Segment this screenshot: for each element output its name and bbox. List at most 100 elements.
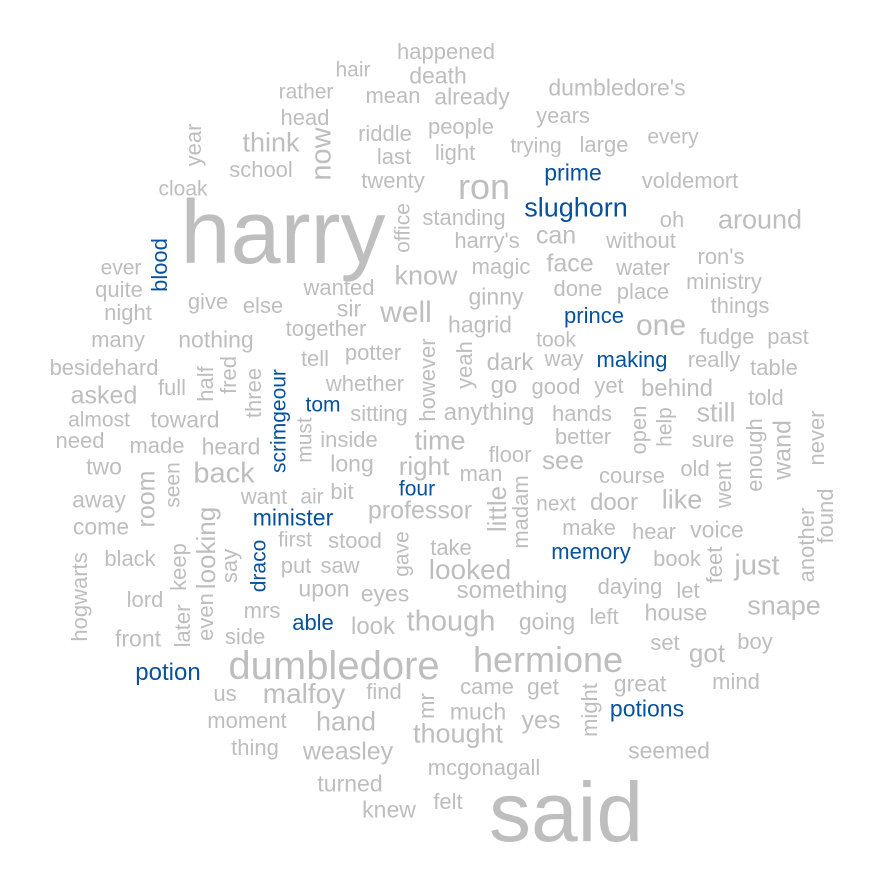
word-done: done xyxy=(553,276,603,301)
word-lord: lord xyxy=(126,587,164,612)
word-asked: asked xyxy=(70,381,138,410)
word-looked: looked xyxy=(428,554,512,585)
word-mean: mean xyxy=(365,83,421,108)
word-many: many xyxy=(91,327,145,352)
word-wand: wand xyxy=(768,420,797,480)
word-still: still xyxy=(696,397,736,428)
word-happened: happened xyxy=(397,39,495,64)
word-large: large xyxy=(579,132,629,157)
word-looking: looking xyxy=(191,506,221,590)
word-prince: prince xyxy=(564,303,624,328)
word-daying: daying xyxy=(597,574,663,599)
word-now: now xyxy=(305,127,338,181)
word-nothing: nothing xyxy=(178,326,254,353)
word-memory: memory xyxy=(551,539,631,564)
word-set: set xyxy=(650,630,680,655)
word-help: help xyxy=(653,407,677,447)
word-air: air xyxy=(300,485,324,509)
word-already: already xyxy=(434,83,510,110)
word-ministry: ministry xyxy=(686,269,762,294)
word-harrys: harry's xyxy=(454,228,520,253)
word-boy: boy xyxy=(737,629,773,654)
word-yet: yet xyxy=(594,373,624,398)
word-trying: trying xyxy=(510,134,562,158)
word-heard: heard xyxy=(201,433,261,460)
word-things: things xyxy=(710,293,770,318)
word-old: old xyxy=(680,456,710,481)
word-oh: oh xyxy=(659,207,685,232)
word-whether: whether xyxy=(325,371,405,396)
word-potions: potions xyxy=(609,695,685,722)
word-just: just xyxy=(734,549,780,582)
word-going: going xyxy=(518,608,576,635)
word-right: right xyxy=(398,451,450,481)
word-front: front xyxy=(114,625,162,652)
word-standing: standing xyxy=(422,205,506,230)
word-ron: ron xyxy=(457,166,511,207)
word-around: around xyxy=(717,204,803,235)
word-rather: rather xyxy=(278,80,334,104)
word-half: half xyxy=(193,366,218,402)
word-turned: turned xyxy=(317,770,383,797)
word-almost: almost xyxy=(68,408,130,432)
word-gave: gave xyxy=(390,531,414,577)
word-making: making xyxy=(596,347,668,372)
word-rons: ron's xyxy=(697,244,745,269)
word-yes: yes xyxy=(521,706,561,735)
word-yeah: yeah xyxy=(452,341,477,389)
word-every: every xyxy=(647,125,699,149)
word-four: four xyxy=(398,477,436,501)
word-madam: madam xyxy=(508,475,533,549)
word-look: look xyxy=(350,613,396,640)
word-minister: minister xyxy=(252,504,334,531)
word-might: might xyxy=(577,683,602,737)
word-went: went xyxy=(711,461,736,509)
word-past: past xyxy=(767,324,809,349)
word-draco: draco xyxy=(247,539,271,593)
word-thing: thing xyxy=(231,735,279,760)
word-get: get xyxy=(527,673,559,700)
word-riddle: riddle xyxy=(358,121,412,146)
word-even: even xyxy=(193,593,218,641)
word-really: really xyxy=(687,347,741,372)
word-professor: professor xyxy=(367,496,473,525)
word-us: us xyxy=(213,681,237,706)
word-hand: hand xyxy=(315,706,377,737)
word-light: light xyxy=(434,140,476,165)
word-place: place xyxy=(616,279,670,304)
word-go: go xyxy=(490,372,518,399)
word-people: people xyxy=(427,114,495,139)
word-ginny: ginny xyxy=(468,283,524,310)
word-office: office xyxy=(391,203,415,253)
word-face: face xyxy=(546,249,594,278)
word-come: come xyxy=(72,513,130,540)
word-weasley: weasley xyxy=(302,737,394,766)
word-made: made xyxy=(129,433,185,458)
word-little: little xyxy=(482,485,512,533)
word-open: open xyxy=(626,405,651,455)
word-able: able xyxy=(292,610,334,635)
word-think: think xyxy=(242,127,300,158)
word-scrimgeour: scrimgeour xyxy=(267,369,291,473)
word-keep: keep xyxy=(166,543,191,591)
word-two: two xyxy=(86,453,122,480)
word-take: take xyxy=(430,535,472,560)
word-house: house xyxy=(644,599,708,626)
word-twenty: twenty xyxy=(361,168,425,193)
word-three: three xyxy=(241,367,266,419)
word-need: need xyxy=(55,428,105,453)
word-say: say xyxy=(217,548,242,584)
word-door: door xyxy=(589,489,639,516)
word-one: one xyxy=(635,309,687,342)
word-full: full xyxy=(157,375,187,400)
word-felt: felt xyxy=(433,789,463,814)
word-ever: ever xyxy=(100,256,142,280)
word-toward: toward xyxy=(150,406,220,433)
word-last: last xyxy=(376,144,412,169)
word-next: next xyxy=(536,492,576,516)
word-took: took xyxy=(536,328,576,352)
word-head: head xyxy=(280,105,330,130)
word-hear: hear xyxy=(631,519,677,544)
word-hands: hands xyxy=(552,401,612,426)
word-know: know xyxy=(394,260,458,291)
